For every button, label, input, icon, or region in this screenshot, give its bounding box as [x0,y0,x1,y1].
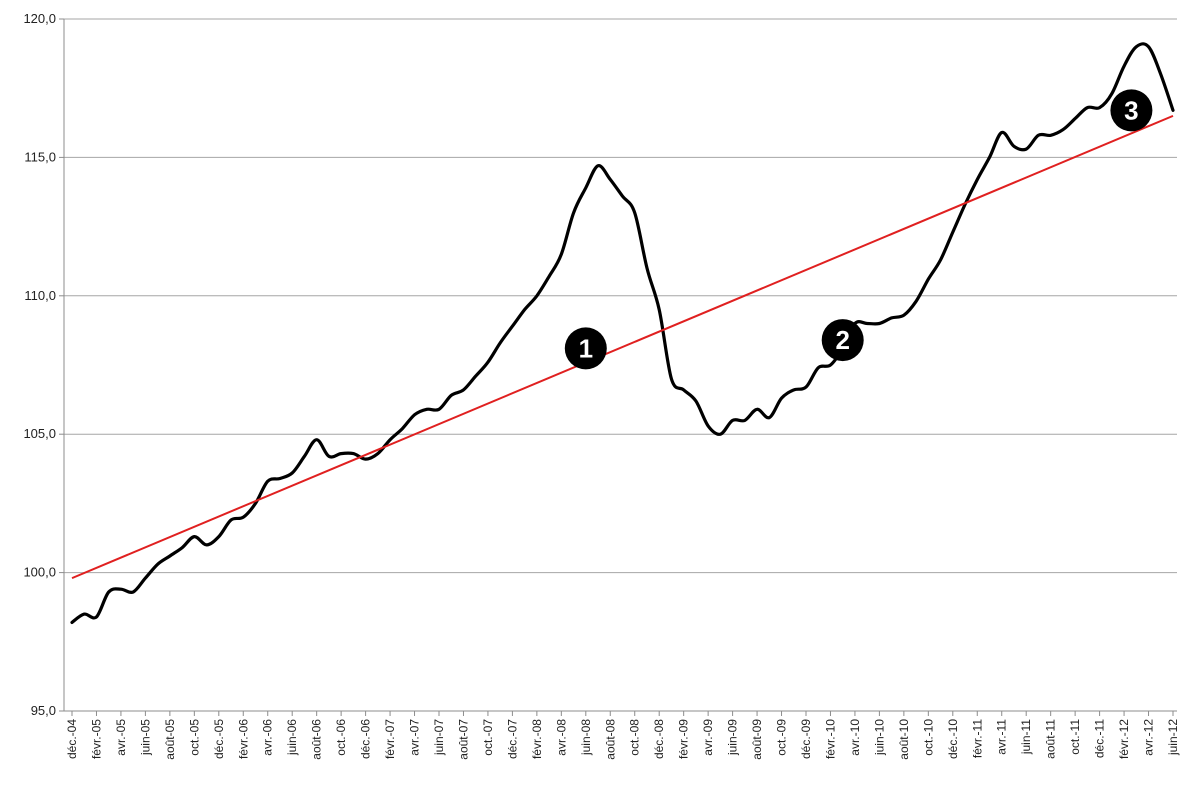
x-tick-label: févr.-08 [530,719,544,759]
annotation-label-3: 3 [1124,95,1138,125]
x-tick-label: avr.-07 [408,719,422,756]
x-tick-label: déc.-06 [359,719,373,759]
x-tick-label: juin-11 [1019,719,1033,755]
x-tick-label: déc.-09 [799,719,813,759]
x-tick-labels: déc.-04 févr.-05 avr.-05 juin-05 août-05 oct.… [65,719,1180,760]
y-tick-label: 95,0 [31,703,56,718]
x-tick-label: avr.-11 [995,719,1009,755]
x-tick-label: avr.-05 [114,719,128,756]
x-tick-label: juin-06 [285,719,299,756]
x-tick-label: févr.-05 [89,719,103,759]
x-tick-label: juin-07 [432,719,446,756]
series-line-index [70,42,1175,624]
y-tick-label: 120,0 [23,11,56,26]
x-tick-label: déc.-10 [946,719,960,759]
x-tick-label: févr.-12 [1117,719,1131,759]
x-tick-label: juin-05 [138,719,152,756]
x-tick-label: avr.-10 [848,719,862,756]
y-tick-label: 110,0 [24,288,56,303]
annotation-marker-2 [821,319,864,362]
x-tick-label: févr.-10 [823,719,837,759]
x-tick-label: avr.-12 [1142,719,1156,756]
gridlines [64,18,1177,712]
x-tick-label: août-08 [603,719,617,760]
y-tick-label: 105,0 [23,426,56,441]
x-tick-label: août-09 [750,719,764,760]
annotation-label-1: 1 [579,333,593,363]
x-tick-label: déc.-05 [212,719,226,759]
x-tick-label: déc.-11 [1093,719,1107,758]
x-tick-label: oct.-10 [921,719,935,756]
x-tick-label: déc.-08 [652,719,666,759]
x-tick-label: juin-09 [726,719,740,756]
x-tick-label: févr.-11 [970,719,984,758]
x-tick-label: août-07 [456,719,470,760]
annotation-markers: 1 2 3 [564,89,1153,370]
series-lines [70,42,1175,624]
x-tick-label: août-10 [897,719,911,760]
x-tick-label: avr.-09 [701,719,715,756]
annotation-marker-1 [564,327,607,370]
x-tick-label: août-06 [310,719,324,760]
axes [59,18,1174,716]
x-tick-label: avr.-08 [554,719,568,756]
x-tick-label: août-11 [1044,719,1058,759]
x-tick-label: juin-08 [579,719,593,756]
y-tick-label: 115,0 [24,149,56,164]
x-tick-label: août-05 [163,719,177,760]
x-tick-label: oct.-08 [628,719,642,756]
x-tick-label: oct.-05 [187,719,201,756]
y-tick-label: 100,0 [23,565,56,580]
x-tick-label: juin-10 [872,719,886,756]
x-tick-label: déc.-07 [505,719,519,759]
annotation-label-2: 2 [835,325,849,355]
x-tick-label: oct.-06 [334,719,348,756]
x-tick-label: févr.-07 [383,719,397,759]
x-tick-label: juin-12 [1166,719,1180,756]
annotation-marker-3 [1110,89,1153,132]
x-tick-label: oct.-09 [775,719,789,756]
x-tick-label: févr.-09 [677,719,691,759]
x-tick-label: oct.-07 [481,719,495,756]
y-tick-labels: 95,0 100,0 105,0 110,0 115,0 120,0 [23,11,56,718]
x-tick-label: oct.-11 [1068,719,1082,755]
x-tick-label: avr.-06 [261,719,275,756]
x-tick-label: déc.-04 [65,719,79,759]
x-tick-label: févr.-06 [236,719,250,759]
series-line-trend [71,114,1174,580]
